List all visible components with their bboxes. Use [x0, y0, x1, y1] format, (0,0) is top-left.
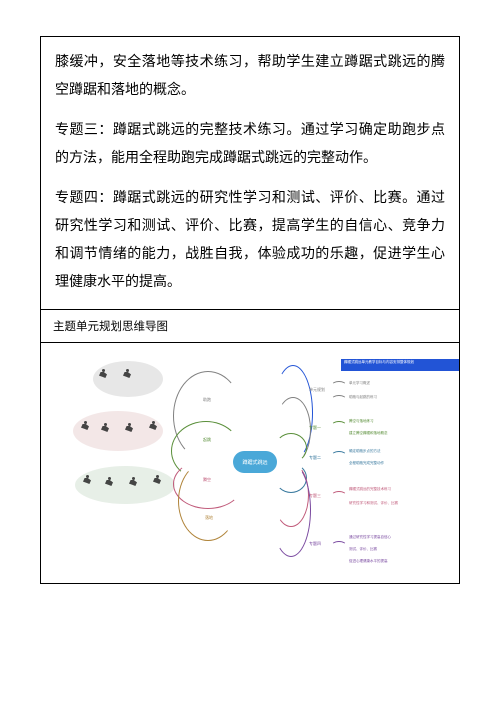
leaf-f: 通过研究性学习提高自信心: [349, 535, 391, 540]
runner-icon-5: [125, 423, 139, 437]
leaf-b: 单元学习概述: [349, 381, 370, 386]
curve-l4: [178, 461, 238, 541]
caption-cell: 主题单元规划思维导图: [41, 310, 459, 342]
tick-1: [331, 381, 347, 391]
leaf-c: 腾空与落地练习: [349, 419, 374, 424]
mindmap: 助跑 起跳 腾空 落地 蹲踞式跳远 蹲踞式跳远单元教学目标与内容安排整体规划 单…: [53, 351, 447, 567]
label-r3: 专题二: [309, 455, 321, 461]
blue-header-text: 蹲踞式跳远单元教学目标与内容安排整体规划: [344, 360, 414, 364]
runner-icon-1: [99, 369, 113, 383]
curve-r5: [271, 463, 311, 557]
paragraph-2: 专题三：蹲踞式跳远的完整技术练习。通过学习确定助跑步点的方法，能用全程助跑完成蹲…: [55, 117, 445, 173]
runner-icon-8: [105, 477, 119, 491]
center-node-label: 蹲踞式跳远: [242, 459, 267, 466]
label-left-4: 落地: [205, 515, 213, 521]
blue-header-bar: 蹲踞式跳远单元教学目标与内容安排整体规划: [341, 359, 459, 371]
label-left-2: 起跳: [203, 437, 211, 443]
runner-icon-3: [81, 421, 95, 435]
runner-icon-2: [123, 369, 137, 383]
leaf-a: 助跑与起跳的练习: [349, 395, 377, 400]
leaf-e: 研究性学习和测试、评价、比赛: [349, 501, 398, 506]
label-r1: 单元规划: [309, 387, 325, 393]
label-r5: 专题四: [309, 541, 321, 547]
tick-5: [331, 491, 347, 501]
tick-2: [331, 395, 347, 405]
tick-6: [331, 541, 347, 551]
label-r2: 专题一: [309, 425, 321, 431]
runner-icon-6: [149, 421, 163, 435]
leaf-k: 建立腾空蹲踞和落地概念: [349, 431, 388, 436]
caption-text: 主题单元规划思维导图: [53, 321, 168, 333]
runner-icon-10: [153, 475, 167, 489]
tick-3: [331, 421, 347, 431]
leaf-j: 促进心理健康水平的提高: [349, 559, 388, 564]
text-cell: 膝缓冲，安全落地等技术练习，帮助学生建立蹲踞式跳远的腾空蹲踞和落地的概念。 专题…: [41, 37, 459, 309]
runner-icon-4: [101, 423, 115, 437]
paragraph-3: 专题四：蹲踞式跳远的研究性学习和测试、评价、比赛。通过研究性学习和测试、评价、比…: [55, 185, 445, 297]
leaf-i: 测试、评价、比赛: [349, 547, 377, 552]
leaf-d: 蹲踞式跳远的完整技术练习: [349, 487, 391, 492]
tick-4: [331, 451, 347, 461]
label-r4: 专题三: [309, 493, 321, 499]
center-node: 蹲踞式跳远: [233, 451, 277, 473]
leaf-h: 全程助跑完成完整动作: [349, 461, 384, 466]
leaf-g: 确定助跑步点的方法: [349, 449, 381, 454]
label-left-1: 助跑: [203, 397, 211, 403]
figure-cell: 助跑 起跳 腾空 落地 蹲踞式跳远 蹲踞式跳远单元教学目标与内容安排整体规划 单…: [41, 343, 459, 583]
curve-r2: [275, 433, 307, 463]
document-frame: 膝缓冲，安全落地等技术练习，帮助学生建立蹲踞式跳远的腾空蹲踞和落地的概念。 专题…: [40, 36, 460, 584]
runner-icon-9: [129, 477, 143, 491]
paragraph-1: 膝缓冲，安全落地等技术练习，帮助学生建立蹲踞式跳远的腾空蹲踞和落地的概念。: [55, 49, 445, 105]
runner-icon-7: [83, 475, 97, 489]
label-left-3: 腾空: [203, 477, 211, 483]
